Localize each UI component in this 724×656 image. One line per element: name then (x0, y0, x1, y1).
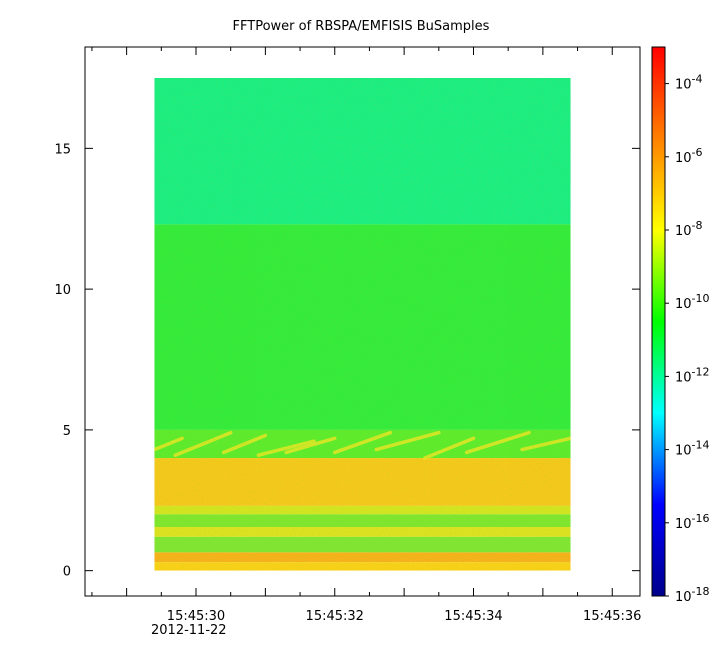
x-tick-label: 15:45:30 (167, 609, 225, 624)
colorbar-tick-label: 10-10 (675, 292, 710, 312)
x-tick-label: 15:45:34 (444, 609, 502, 624)
y-tick-label: 0 (63, 565, 71, 580)
colorbar-axis: 10-4 10-6 10-8 10-10 10-12 10-14 10-16 10-18 (665, 73, 710, 605)
y-tick-label: 15 (54, 142, 71, 157)
x-tick-label: 15:45:36 (583, 609, 641, 624)
y-tick-label: 10 (54, 283, 71, 298)
colorbar-tick-label: 10-8 (675, 219, 703, 239)
x-tick-label: 15:45:32 (306, 609, 364, 624)
colorbar-tick-label: 10-18 (675, 585, 710, 605)
y-tick-label: 5 (63, 424, 71, 439)
colorbar-tick-label: 10-16 (675, 512, 710, 532)
colorbar-tick-label: 10-6 (675, 146, 703, 166)
chart-title: FFTPower of RBSPA/EMFISIS BuSamples (233, 19, 490, 34)
colorbar-tick-label: 10-12 (675, 365, 710, 385)
colorbar-tick-label: 10-14 (675, 439, 710, 459)
x-axis: 15:45:30 15:45:32 15:45:34 15:45:36 (91, 47, 641, 624)
colorbar (651, 46, 666, 597)
spectrogram-image (154, 77, 571, 571)
x-date-label: 2012-11-22 (151, 623, 227, 638)
y-axis: 0 5 10 15 (54, 142, 640, 580)
colorbar-tick-label: 10-4 (675, 73, 703, 93)
